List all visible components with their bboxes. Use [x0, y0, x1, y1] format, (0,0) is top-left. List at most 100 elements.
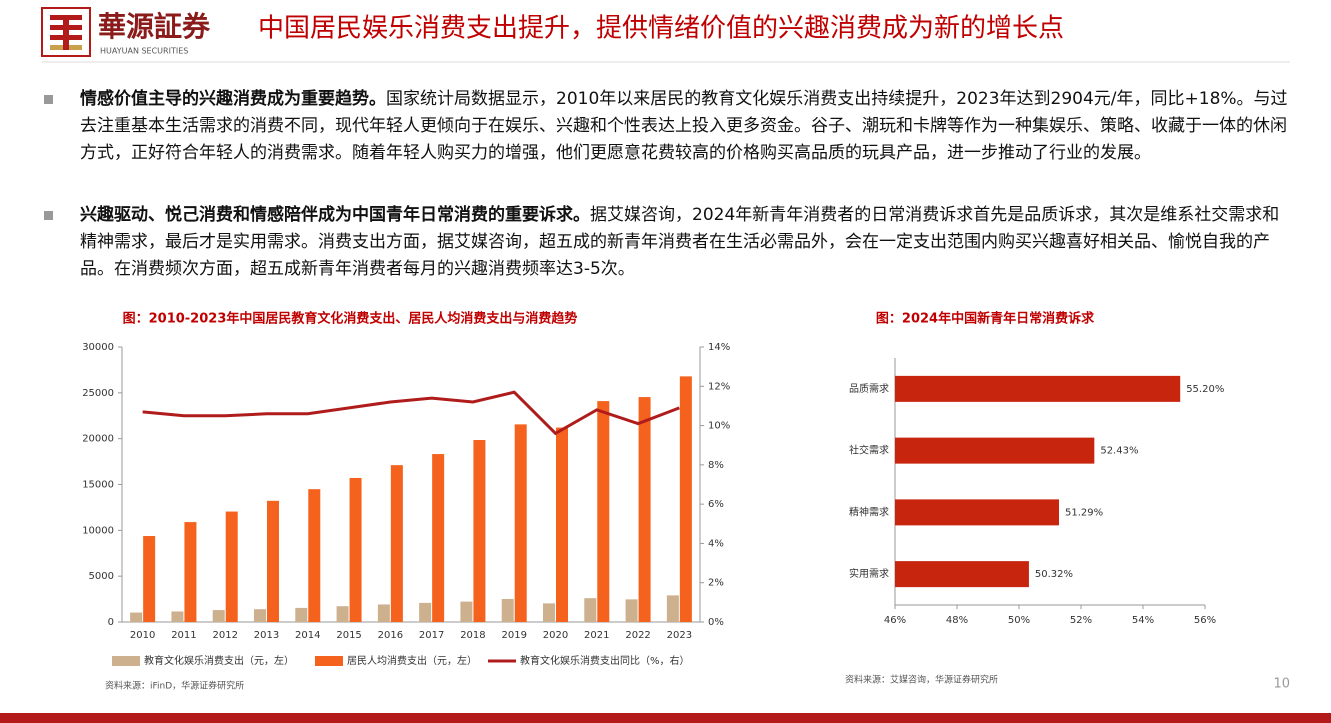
- data-label: 51.29%: [1065, 507, 1103, 518]
- x-tick-label: 46%: [884, 615, 906, 626]
- bar: [460, 601, 473, 622]
- x-tick-label: 2014: [295, 630, 320, 641]
- x-tick-label: 50%: [1008, 615, 1030, 626]
- bar: [377, 604, 390, 622]
- y-tick-label: 实用需求: [849, 567, 889, 580]
- bar: [254, 609, 266, 622]
- bullet: 情感价值主导的兴趣消费成为重要趋势。国家统计局数据显示，2010年以来居民的教育…: [80, 86, 1295, 167]
- bar: [143, 536, 156, 622]
- y-tick-label: 30000: [82, 342, 114, 353]
- y-tick-label: 社交需求: [849, 444, 889, 457]
- x-tick-label: 52%: [1070, 615, 1092, 626]
- bar: [349, 477, 362, 622]
- bar: [308, 489, 321, 622]
- bar: [130, 612, 143, 622]
- y2-tick-label: 12%: [708, 381, 730, 392]
- bullet-lead: 情感价值主导的兴趣消费成为重要趋势。: [80, 89, 386, 109]
- x-tick-label: 2018: [460, 630, 485, 641]
- bar: [895, 499, 1059, 526]
- x-tick-label: 2023: [667, 630, 692, 641]
- bar: [336, 606, 349, 622]
- bullet-text: 据艾媒咨询，2024年新青年消费者的日常消费诉求首先是品质诉求，其次是维系社交需…: [80, 205, 1280, 279]
- data-label: 52.43%: [1100, 446, 1138, 457]
- y2-tick-label: 2%: [708, 578, 724, 589]
- chart-title: 图：2024年中国新青年日常消费诉求: [876, 311, 1095, 327]
- x-tick-label: 2010: [130, 630, 155, 641]
- bar: [212, 610, 225, 622]
- bar: [267, 500, 279, 622]
- logo-icon: [41, 7, 91, 57]
- footer-bar: [0, 713, 1331, 723]
- bullet-marker: [44, 95, 53, 104]
- y2-tick-label: 14%: [708, 342, 730, 353]
- x-tick-label: 2011: [171, 630, 196, 641]
- page-number: 10: [1273, 677, 1290, 692]
- x-tick-label: 2021: [584, 630, 609, 641]
- x-tick-label: 2016: [378, 630, 403, 641]
- y2-tick-label: 0%: [708, 617, 724, 628]
- x-tick-label: 2015: [336, 630, 361, 641]
- x-tick-label: 2022: [625, 630, 650, 641]
- bar: [171, 611, 184, 622]
- x-tick-label: 2019: [501, 630, 526, 641]
- bar: [419, 602, 432, 622]
- bullet-marker: [44, 211, 53, 220]
- bar: [638, 397, 651, 622]
- bar: [895, 561, 1029, 588]
- y-tick-label: 品质需求: [849, 383, 889, 395]
- y-tick-label: 25000: [82, 388, 114, 399]
- bullet-lead: 兴趣驱动、悦己消费和情感陪伴成为中国青年日常消费的重要诉求。: [80, 205, 590, 225]
- bar: [625, 599, 638, 622]
- bar: [514, 424, 527, 622]
- y-tick-label: 10000: [82, 525, 114, 536]
- source-note: 资料来源：iFinD，华源证券研究所: [105, 680, 244, 692]
- slide-title: 中国居民娱乐消费支出提升，提供情绪价值的兴趣消费成为新的增长点: [258, 14, 1064, 44]
- logo-sub: HUAYUAN SECURITIES: [100, 47, 188, 56]
- legend-label: 居民人均消费支出（元，左）: [347, 654, 477, 667]
- y-tick-label: 5000: [89, 571, 114, 582]
- legend-label: 教育文化娱乐消费支出同比（%，右）: [520, 654, 690, 667]
- bullet-text: 国家统计局数据显示，2010年以来居民的教育文化娱乐消费支出持续提升，2023年…: [80, 89, 1288, 163]
- logo-name: 華源証券: [98, 10, 211, 43]
- legend-label: 教育文化娱乐消费支出（元，左）: [144, 654, 294, 667]
- bar: [390, 465, 403, 622]
- bar: [679, 376, 692, 622]
- x-tick-label: 54%: [1132, 615, 1154, 626]
- x-tick-label: 48%: [946, 615, 968, 626]
- y2-tick-label: 10%: [708, 421, 730, 432]
- bar: [666, 595, 679, 622]
- bar: [295, 607, 308, 622]
- x-tick-label: 56%: [1194, 615, 1216, 626]
- chart-title: 图：2010-2023年中国居民教育文化消费支出、居民人均消费支出与消费趋势: [123, 311, 578, 327]
- y-tick-label: 15000: [82, 480, 114, 491]
- bar: [432, 454, 445, 622]
- legend-swatch: [315, 656, 343, 666]
- x-tick-label: 2017: [419, 630, 444, 641]
- bar: [895, 437, 1095, 464]
- legend-swatch: [112, 656, 140, 666]
- x-tick-label: 2012: [212, 630, 237, 641]
- bar: [473, 440, 486, 622]
- y2-tick-label: 6%: [708, 499, 724, 510]
- x-tick-label: 2013: [254, 630, 279, 641]
- bar: [597, 401, 610, 622]
- y2-tick-label: 8%: [708, 460, 724, 471]
- source-note: 资料来源：艾媒咨询，华源证券研究所: [845, 674, 998, 686]
- bar: [501, 598, 514, 622]
- line: [142, 390, 680, 436]
- bullet: 兴趣驱动、悦己消费和情感陪伴成为中国青年日常消费的重要诉求。据艾媒咨询，2024…: [80, 202, 1295, 283]
- bar: [184, 522, 197, 622]
- bar: [225, 511, 238, 622]
- y-tick-label: 0: [108, 617, 114, 628]
- y-tick-label: 20000: [82, 434, 114, 445]
- x-tick-label: 2020: [543, 630, 568, 641]
- bar: [584, 598, 597, 622]
- y-tick-label: 精神需求: [849, 505, 889, 518]
- data-label: 50.32%: [1035, 569, 1073, 580]
- data-label: 55.20%: [1186, 384, 1224, 395]
- bar: [556, 427, 568, 622]
- bar: [895, 375, 1181, 402]
- y2-tick-label: 4%: [708, 538, 724, 549]
